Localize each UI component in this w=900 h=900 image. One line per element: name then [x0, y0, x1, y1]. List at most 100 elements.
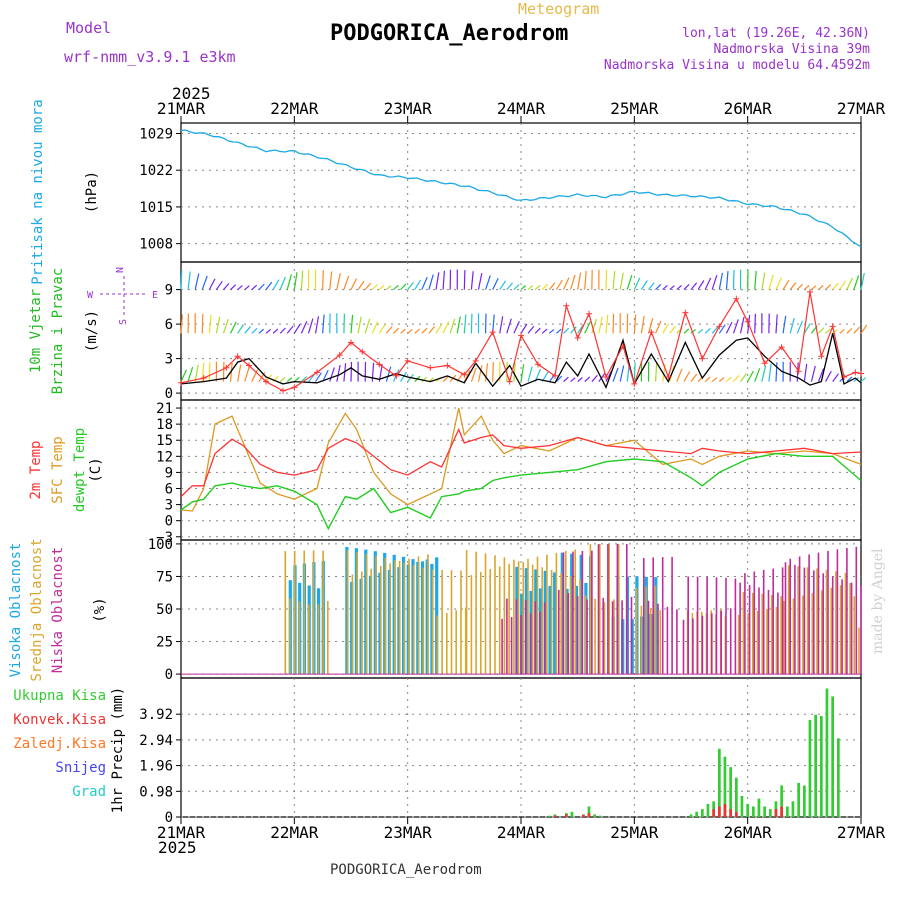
precip-bar-total — [769, 809, 772, 817]
precip-bar-total — [814, 714, 817, 817]
cloud-bar-srednja — [737, 615, 740, 675]
wind-barb — [846, 376, 853, 383]
precip-bar-convective — [723, 803, 727, 817]
cloud-bar-niska — [696, 576, 699, 675]
cloud-bar-niska — [567, 593, 569, 675]
wind-barb — [293, 272, 298, 290]
cloud-bar-srednja — [608, 543, 610, 675]
precip-bar-total — [797, 782, 800, 817]
wind-gust-marker — [829, 323, 836, 330]
cloud-bar-srednja — [555, 552, 558, 675]
wind-barb — [725, 321, 733, 334]
cloud-bar-srednja — [792, 598, 795, 675]
cloud-bar-srednja — [375, 555, 377, 674]
wind-barb — [414, 328, 420, 334]
wind-barb — [237, 364, 242, 382]
wind-barb — [832, 328, 838, 334]
wind-barb — [385, 326, 393, 334]
precip-bar-total — [570, 811, 574, 817]
wind-barb — [258, 283, 265, 291]
precip-bar-total — [706, 803, 710, 817]
wind-barb — [371, 321, 379, 334]
cloud-bar-niska — [558, 589, 560, 675]
clouds-ytick-label: 75 — [156, 569, 173, 585]
cloud-bar-niska — [711, 613, 713, 675]
pressure-line — [180, 129, 862, 248]
wind-barb — [314, 316, 320, 334]
cloud-bar-niska — [616, 543, 619, 675]
cloud-bar-srednja — [441, 570, 443, 675]
x-tick-label-bottom: 23MAR — [384, 823, 433, 842]
wind-barb — [215, 280, 223, 290]
x-tick-label-top: 21MAR — [157, 99, 206, 118]
cloud-bar-niska — [515, 599, 518, 675]
wind-barb — [386, 285, 392, 291]
wind-barb — [740, 373, 747, 382]
wind-barb — [421, 327, 428, 334]
cloud-bar-niska — [729, 608, 732, 675]
wind-barb — [548, 328, 555, 334]
pressure-frame — [180, 122, 862, 263]
wind-gust-marker — [841, 374, 847, 380]
precip-bar-total — [723, 756, 727, 817]
wind-barb — [619, 272, 624, 290]
cloud-bar-srednja — [303, 550, 305, 675]
wind-barb — [860, 272, 865, 290]
precip-bar-convective — [565, 814, 568, 817]
cloud-bar-visoka — [565, 588, 569, 675]
wind-barb — [662, 284, 668, 291]
wind-barb — [782, 279, 790, 290]
cloud-bar-niska — [822, 573, 824, 675]
wind-barb — [669, 325, 676, 334]
wind-gust-marker — [461, 371, 468, 378]
cloud-bar-srednja — [569, 576, 572, 675]
wind-barb — [485, 275, 491, 290]
precip-bar-total — [701, 809, 704, 817]
cloud-bar-niska — [501, 618, 503, 675]
wind-barb — [477, 365, 483, 382]
cloud-bar-niska — [817, 552, 820, 675]
cloud-bar-srednja — [536, 556, 539, 675]
cloud-bar-srednja — [858, 627, 860, 675]
cloud-bar-srednja — [298, 601, 301, 675]
wind-barb — [506, 282, 513, 290]
wind-barb — [400, 328, 406, 334]
cloud-bar-srednja — [541, 567, 543, 675]
wind-barb — [570, 377, 576, 383]
wind-gust-marker — [178, 379, 184, 386]
wind-gust-marker — [716, 323, 723, 330]
wind-barb — [307, 318, 314, 334]
precip-bar-total — [718, 748, 721, 817]
cloud-bar-srednja — [635, 587, 638, 675]
clouds-ytick-label: 25 — [156, 635, 173, 651]
cloud-bar-srednja — [589, 544, 592, 674]
wind-barb — [555, 375, 563, 383]
wind-barb — [718, 377, 725, 383]
precip-bar-total — [752, 806, 755, 817]
pressure-unit: (hPa) — [84, 171, 100, 213]
x-tick-label-bottom: 24MAR — [497, 823, 546, 842]
wind-barb — [612, 313, 615, 334]
wind-barb — [308, 374, 315, 382]
temperature-ytick-label: 12 — [156, 449, 173, 465]
wind-barb — [832, 373, 839, 382]
wind-gust-marker — [858, 370, 864, 377]
wind-gust-marker — [535, 361, 541, 368]
cloud-bar-niska — [813, 570, 815, 675]
temp-ylabel-sfc: SFC Temp — [50, 436, 66, 503]
precip-bar-total — [825, 688, 829, 817]
precip-bar-convective — [587, 813, 591, 817]
temp-2m-line — [180, 427, 862, 498]
cloud-bar-srednja — [370, 568, 372, 675]
wind-barb — [215, 316, 221, 334]
cloud-unit: (%) — [92, 597, 108, 622]
wind-barb — [222, 319, 229, 334]
cloud-bar-niska — [543, 602, 546, 675]
cloud-bar-srednja — [470, 575, 473, 675]
wind-barb — [180, 314, 183, 334]
wind-barb — [768, 363, 772, 382]
precip-bar-convective — [712, 809, 715, 817]
temp-unit: (C) — [88, 457, 104, 482]
cloud-bar-srednja — [503, 557, 506, 675]
cloud-bar-niska — [744, 573, 746, 675]
